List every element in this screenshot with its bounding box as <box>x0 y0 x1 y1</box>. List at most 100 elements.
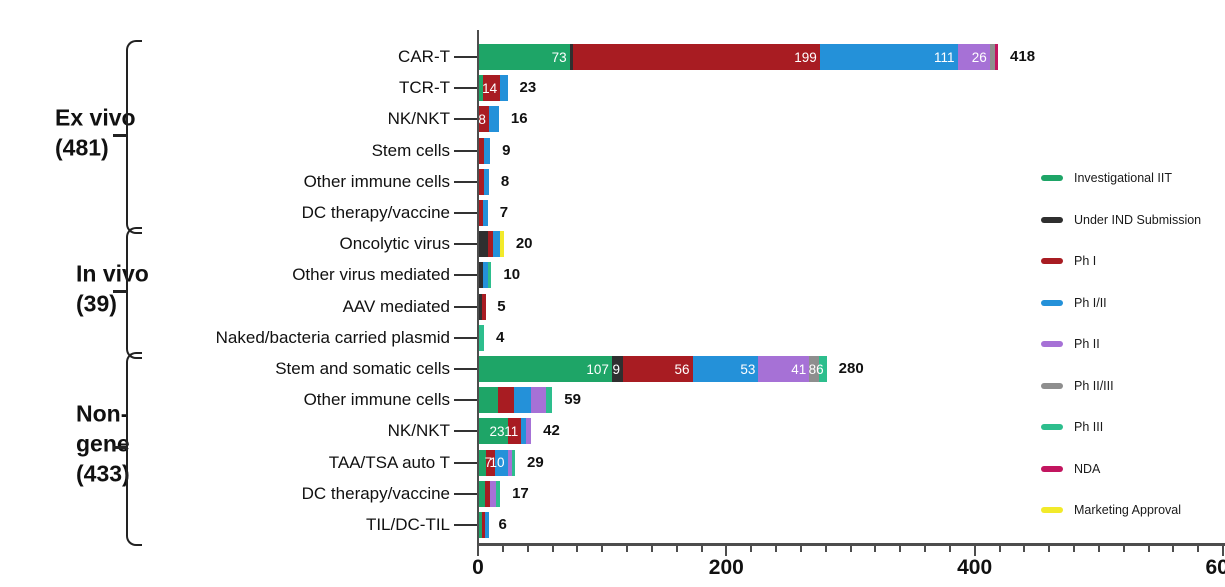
group-label-line: In vivo <box>76 260 149 287</box>
bar-segment-investigational-iit <box>479 387 498 414</box>
bar-segment-ph-i: 14 <box>482 75 501 102</box>
bar-total-other-virus-mediated: 10 <box>503 266 521 284</box>
y-tick <box>454 368 477 370</box>
bar-segment-ph-i-ii <box>485 512 489 538</box>
x-minor-tick <box>1197 546 1200 552</box>
y-tick <box>454 461 477 464</box>
x-minor-tick <box>1147 546 1150 552</box>
legend-swatch-investigational-iit <box>1041 175 1063 181</box>
category-label-other-virus-mediated: Other virus mediated <box>292 265 450 285</box>
bar-segment-under-ind-submission <box>569 44 573 70</box>
bar-naked-bacteria-carried-plasmid <box>479 324 484 351</box>
x-minor-tick <box>650 546 653 552</box>
bar-segment-ph-ii <box>531 387 547 414</box>
bar-segment-investigational-iit <box>479 480 486 507</box>
x-minor-tick <box>775 546 777 552</box>
bar-segment-investigational-iit: 107 <box>479 356 612 382</box>
x-minor-tick <box>824 546 827 552</box>
bar-total-oncolytic-virus: 20 <box>515 235 533 253</box>
bar-stem-cells <box>479 137 491 164</box>
x-minor-tick <box>874 546 877 552</box>
bar-segment-ph-i <box>482 293 486 320</box>
bar-segment-nda <box>994 44 999 70</box>
legend: Investigational IIT Under IND Submission P… <box>1041 168 1201 542</box>
group-label-non-gene-433: Non-gene (433) <box>76 398 130 488</box>
bar-segment-ph-i <box>485 480 491 507</box>
bar-total-stem-cells: 9 <box>502 141 511 159</box>
bar-segment-investigational-iit: 23 <box>479 418 508 445</box>
x-minor-tick <box>799 546 802 552</box>
x-minor-tick <box>601 546 604 552</box>
bar-segment-ph-ii-iii <box>989 44 995 70</box>
group-label-line: gene <box>76 430 130 457</box>
x-axis-label-200: 200 <box>708 556 744 579</box>
category-label-other-immune-cells: Other immune cells <box>303 171 450 191</box>
x-axis-label-0: 0 <box>472 556 484 579</box>
legend-swatch-ph-i-ii <box>1041 299 1063 306</box>
bar-dc-therapy-vaccine <box>479 480 501 507</box>
x-minor-tick <box>1048 546 1051 552</box>
bar-other-immune-cells <box>479 387 553 414</box>
bar-aav-mediated <box>479 293 486 320</box>
category-label-taa-tsa-auto-t: TAA/TSA auto T <box>328 452 450 472</box>
legend-swatch-marketing-approval <box>1041 507 1063 513</box>
legend-label: Ph I <box>1074 254 1097 268</box>
bar-segment-investigational-iit <box>479 512 482 538</box>
x-axis-line <box>477 543 1225 546</box>
x-minor-tick <box>501 546 504 552</box>
legend-label: Ph II/III <box>1074 378 1114 393</box>
group-bracket-nub <box>113 134 126 137</box>
x-axis-label-400: 400 <box>957 556 993 579</box>
bar-segment-ph-iii <box>512 449 516 476</box>
bar-segment-under-ind-submission <box>479 293 482 320</box>
legend-label: Under IND Submission <box>1074 212 1202 227</box>
bar-segment-ph-i-ii <box>488 106 499 133</box>
bar-til-dc-til <box>479 512 489 538</box>
y-tick <box>454 492 477 495</box>
bar-segment-ph-i <box>479 168 484 195</box>
bar-segment-ph-ii <box>490 480 497 507</box>
bar-nk-nkt: 8 <box>478 106 499 133</box>
bar-total-dc-therapy-vaccine: 17 <box>512 484 529 502</box>
bar-segment-ph-i: 7 <box>485 449 496 476</box>
bar-segment-ph-i-ii <box>483 168 489 195</box>
bar-nk-nkt: 23 11 <box>479 418 532 445</box>
bar-total-taa-tsa-auto-t: 29 <box>527 453 544 471</box>
bar-segment-under-ind-submission: 9 <box>611 356 624 382</box>
legend-item-ph-i-ii: Ph I/II <box>1041 293 1201 313</box>
category-label-naked-bacteria-carried-plasmid: Naked/bacteria carried plasmid <box>215 327 450 347</box>
group-label-line: (433) <box>76 460 130 487</box>
bar-total-other-immune-cells: 8 <box>500 172 510 190</box>
category-label-oncolytic-virus: Oncolytic virus <box>339 234 450 254</box>
bar-segment-ph-i-ii: 53 <box>692 356 759 382</box>
bar-segment-ph-ii: 26 <box>957 44 990 70</box>
bar-total-nk-nkt: 16 <box>510 110 528 128</box>
x-minor-tick <box>948 546 951 552</box>
bar-segment-ph-iii: 6 <box>816 356 827 382</box>
bar-segment-ph-i-ii <box>513 387 532 414</box>
x-minor-tick <box>700 546 703 552</box>
bar-segment-ph-i <box>482 512 485 538</box>
bar-segment-ph-i-ii <box>500 75 508 102</box>
y-tick <box>454 399 477 402</box>
x-minor-tick <box>526 546 529 552</box>
bar-segment-ph-i <box>487 231 493 258</box>
group-label-line: Non- <box>76 400 129 427</box>
legend-item-marketing-approval: Marketing Approval <box>1041 500 1201 520</box>
legend-item-ph-ii: Ph II <box>1041 334 1201 354</box>
legend-item-under-ind-submission: Under IND Submission <box>1041 210 1201 230</box>
legend-label: Ph I/II <box>1074 295 1107 310</box>
y-tick <box>454 430 477 433</box>
bar-total-dc-therapy-vaccine: 7 <box>499 204 509 221</box>
x-minor-tick <box>1097 546 1100 552</box>
group-bracket-nub <box>113 290 126 293</box>
bar-total-aav-mediated: 5 <box>497 297 506 315</box>
bar-segment-ph-i-ii: 111 <box>819 44 958 70</box>
category-label-dc-therapy-vaccine: DC therapy/vaccine <box>301 203 450 222</box>
group-bracket-non-gene-433 <box>126 352 142 546</box>
legend-label: Marketing Approval <box>1074 503 1182 517</box>
bar-oncolytic-virus <box>479 231 504 258</box>
bar-segment-ph-i <box>479 137 484 164</box>
bar-segment-ph-iii <box>487 262 492 289</box>
